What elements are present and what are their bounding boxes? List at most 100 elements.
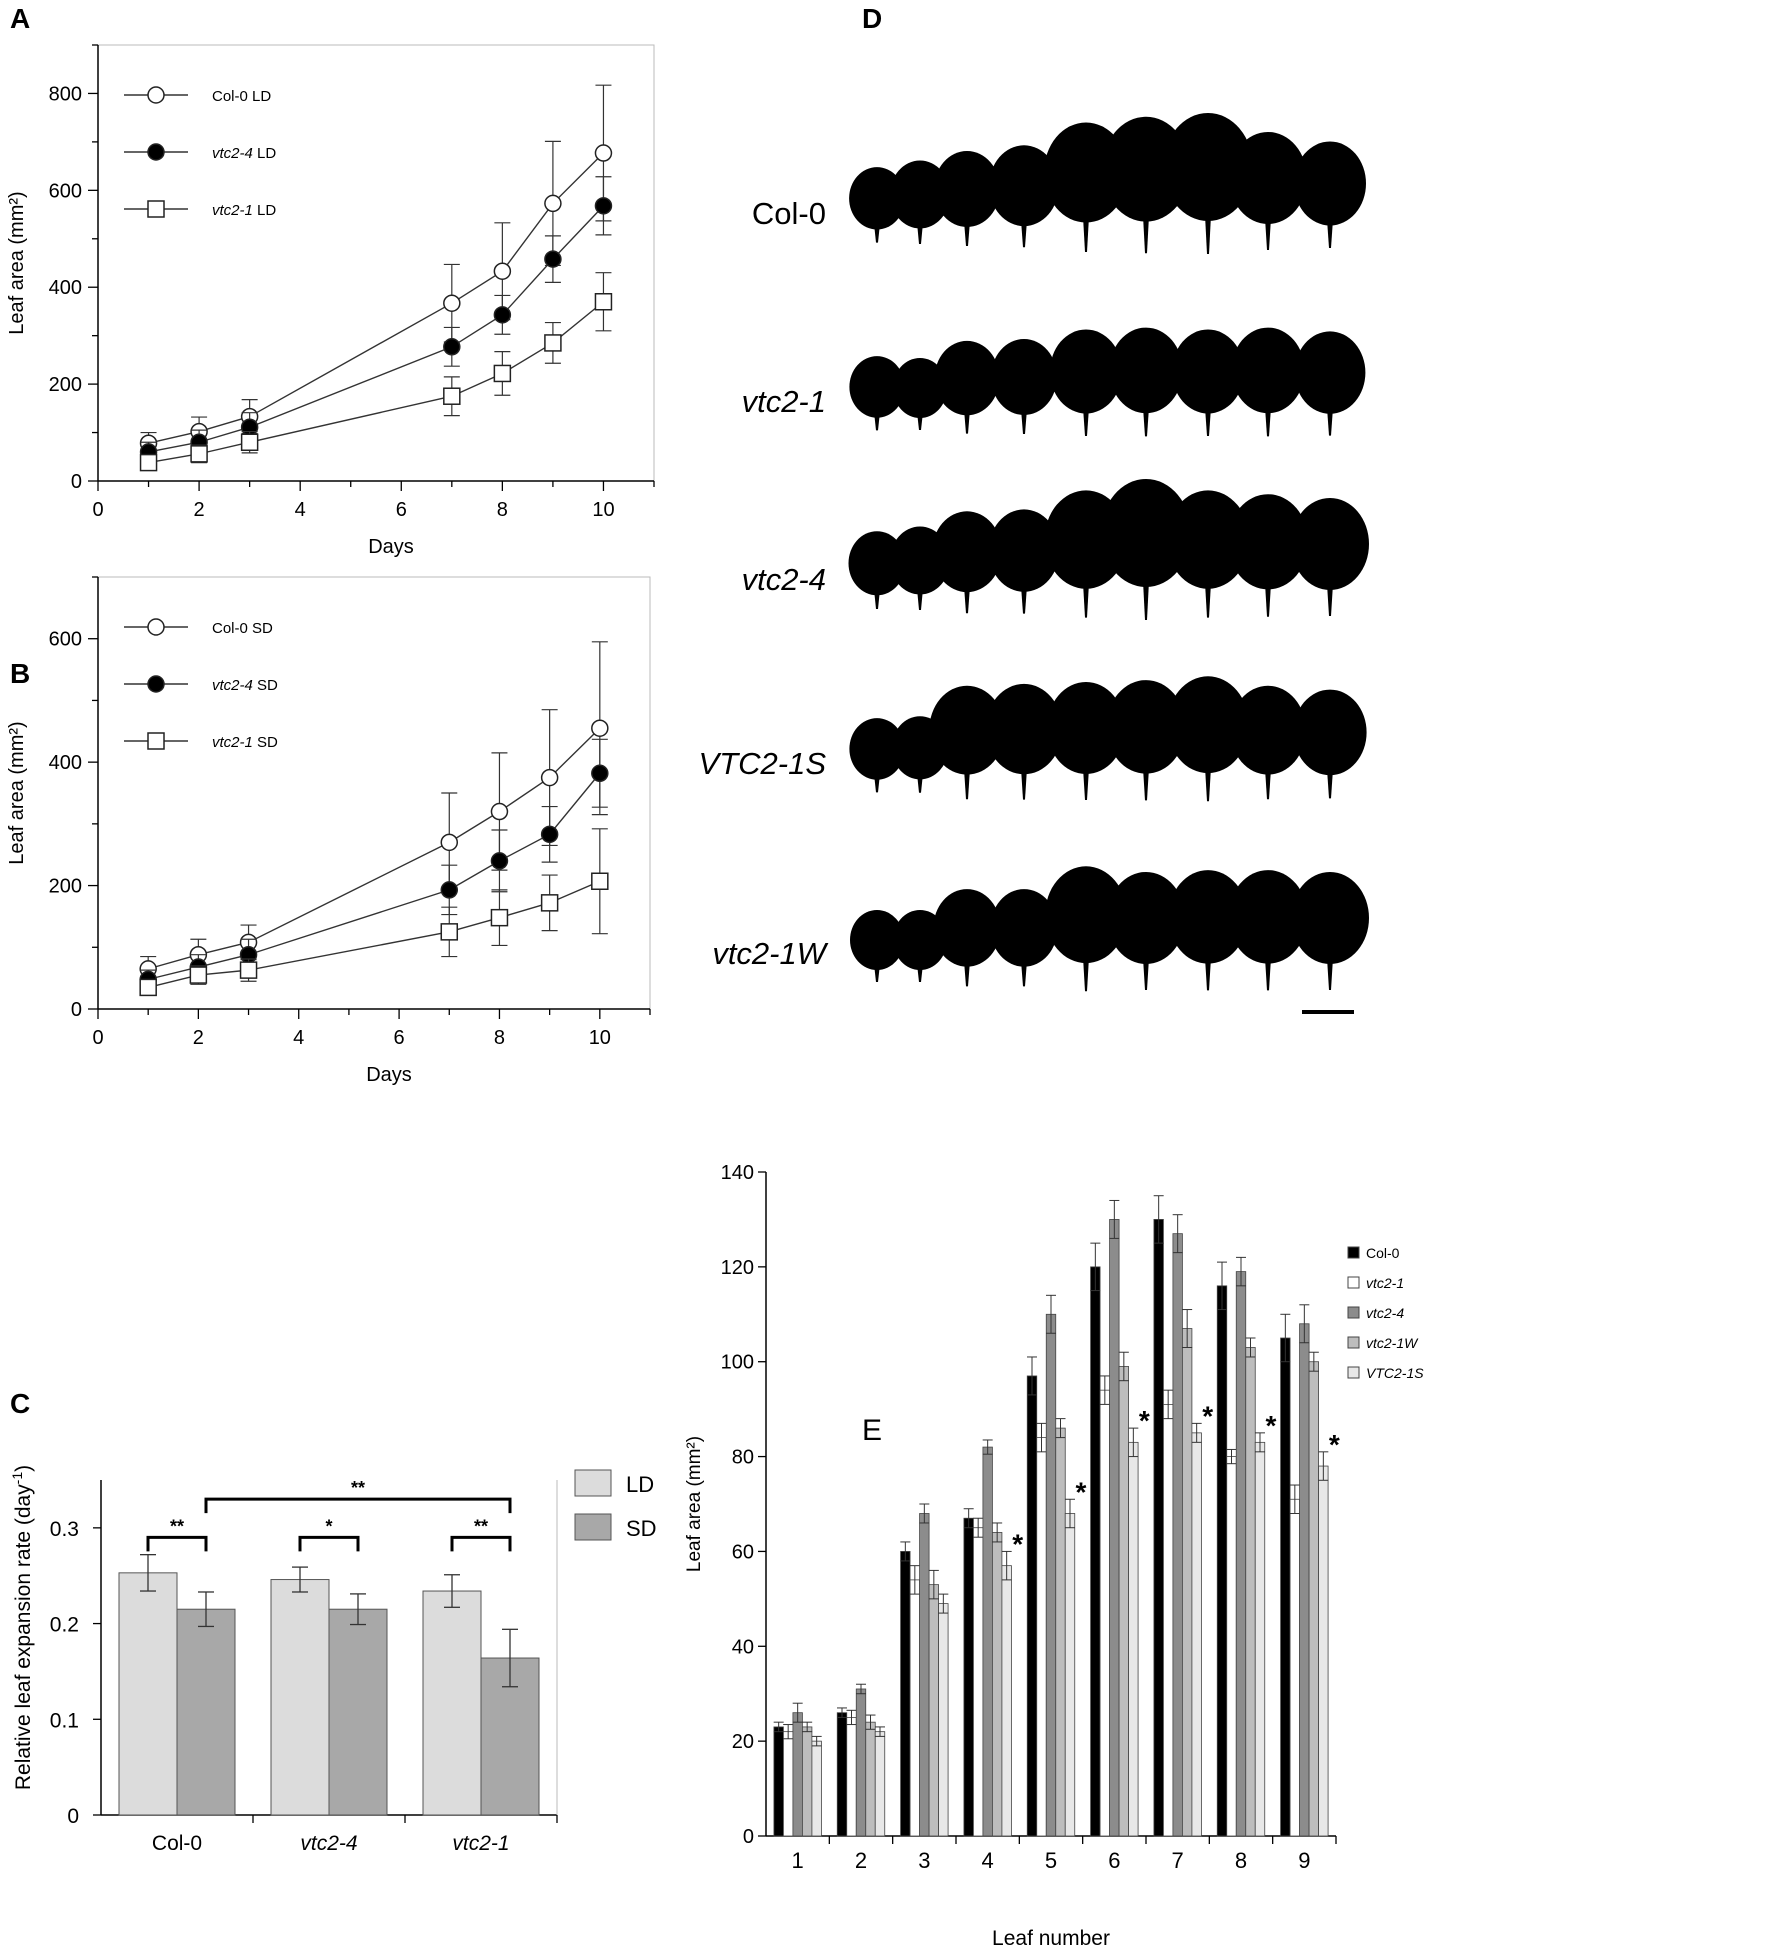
a-data-point (594, 144, 613, 162)
c-significance-bracket (450, 1535, 512, 1552)
leaf-row-label: vtc2-4 (742, 562, 826, 597)
leaf-petiole (964, 768, 970, 800)
leaf-row-label: vtc2-1 (742, 384, 826, 419)
e-bar (1064, 1513, 1076, 1837)
b-data-point (440, 923, 459, 941)
leaf-blade (989, 145, 1059, 227)
e-x-tick-label: 1 (792, 1848, 804, 1873)
e-y-tick-label: 40 (732, 1636, 754, 1658)
e-significance-label: * (1076, 1476, 1087, 1507)
leaf-row-label: VTC2-1S (699, 746, 827, 781)
a-y-tick-label: 800 (49, 83, 82, 105)
e-bar (855, 1688, 867, 1837)
leaf-petiole (1021, 409, 1027, 434)
b-legend-label: vtc2-4 SD (212, 677, 278, 694)
e-bar (802, 1726, 813, 1837)
e-bar (1001, 1565, 1012, 1837)
b-data-point (540, 825, 559, 844)
e-bar (1182, 1328, 1193, 1837)
b-data-point (540, 894, 559, 912)
e-bar (982, 1446, 993, 1837)
e-bar (1289, 1498, 1300, 1837)
leaf-blade (1109, 327, 1183, 414)
leaf-petiole (1205, 582, 1211, 618)
leaf-petiole (1143, 958, 1149, 990)
e-legend-swatch (1347, 1366, 1360, 1379)
e-significance-label: * (1329, 1429, 1340, 1460)
chart-panel-e: 0 20 40 60 80 100 120 140 Leaf area (mm²) Leaf nu… (684, 1162, 1424, 1947)
b-data-point (490, 852, 509, 870)
b-data-point (540, 768, 559, 787)
a-plot-frame (97, 44, 655, 482)
leaf-petiole (1083, 582, 1089, 618)
c-y-tick-label: 0.3 (50, 1518, 79, 1541)
chart-panel-c: 0 0.1 0.2 0.3 Relative leaf expansion rate (… (9, 1465, 657, 1855)
e-bar (992, 1532, 1003, 1837)
leaf-petiole (1083, 957, 1089, 992)
b-legend-label: vtc2-1 SD (212, 734, 278, 751)
leaf-petiole (964, 409, 970, 434)
c-bar (176, 1608, 236, 1816)
leaf-petiole (1083, 216, 1089, 252)
e-significance-label: * (1266, 1410, 1277, 1441)
e-bar (1163, 1404, 1174, 1837)
b-x-tick-label: 4 (293, 1027, 304, 1049)
e-bar (973, 1527, 984, 1837)
b-x-tick-label: 2 (193, 1027, 204, 1049)
c-significance-label: ** (474, 1516, 488, 1536)
c-significance-label: ** (170, 1516, 184, 1536)
a-x-tick-label: 4 (295, 499, 306, 521)
e-x-tick-label: 9 (1298, 1848, 1310, 1873)
a-x-axis-label: Days (368, 536, 414, 558)
e-y-tick-label: 80 (732, 1447, 754, 1469)
e-bar (1245, 1347, 1256, 1837)
b-data-point (139, 978, 157, 997)
b-legend-marker (147, 675, 165, 693)
c-y-tick-label: 0 (67, 1805, 79, 1828)
e-bar (783, 1731, 794, 1837)
a-legend-label: vtc2-1 LD (212, 202, 276, 219)
c-legend-swatch (574, 1469, 612, 1497)
leaf-petiole (1327, 407, 1333, 436)
leaf-blade (1166, 490, 1250, 589)
leaf-blade (849, 718, 905, 780)
e-legend-label: VTC2-1S (1366, 1365, 1424, 1381)
leaf-petiole (1205, 215, 1211, 254)
e-bar (1280, 1337, 1291, 1837)
leaf-blade (1106, 680, 1186, 774)
c-bar (118, 1572, 178, 1816)
b-y-tick-label: 400 (49, 752, 82, 774)
leaf-blade (1050, 329, 1122, 414)
leaf-blade (1229, 132, 1307, 224)
leaf-petiole (964, 221, 970, 246)
e-significance-label: * (1139, 1405, 1150, 1436)
e-bar (919, 1513, 930, 1837)
leaf-petiole (964, 960, 970, 987)
b-legend-label: Col-0 SD (212, 620, 273, 637)
a-data-point (493, 306, 512, 324)
e-y-tick-label: 60 (732, 1541, 754, 1563)
e-bar (938, 1603, 949, 1837)
c-y-axis-label: Relative leaf expansion rate (day-1) (9, 1465, 35, 1790)
a-data-point (594, 197, 613, 215)
leaf-blade (929, 685, 1005, 775)
e-bar (773, 1726, 784, 1837)
c-bar (270, 1579, 330, 1816)
c-legend-label: SD (626, 1516, 657, 1541)
leaf-blade (932, 511, 1002, 593)
b-data-point (490, 802, 509, 821)
b-x-tick-label: 8 (494, 1027, 505, 1049)
e-legend-label: Col-0 (1366, 1245, 1400, 1261)
leaf-petiole (1083, 407, 1089, 436)
leaf-blade (1101, 479, 1191, 587)
leaf-blade (985, 683, 1063, 775)
a-data-point (443, 387, 461, 405)
e-bar (1216, 1285, 1228, 1837)
a-x-tick-label: 0 (92, 499, 103, 521)
e-bar (1308, 1361, 1319, 1837)
b-y-tick-label: 600 (49, 629, 82, 651)
leaf-row-label: vtc2-1W (712, 936, 828, 971)
e-x-tick-label: 3 (918, 1848, 930, 1873)
b-series-line-0 (147, 727, 601, 970)
a-data-point (443, 338, 461, 356)
